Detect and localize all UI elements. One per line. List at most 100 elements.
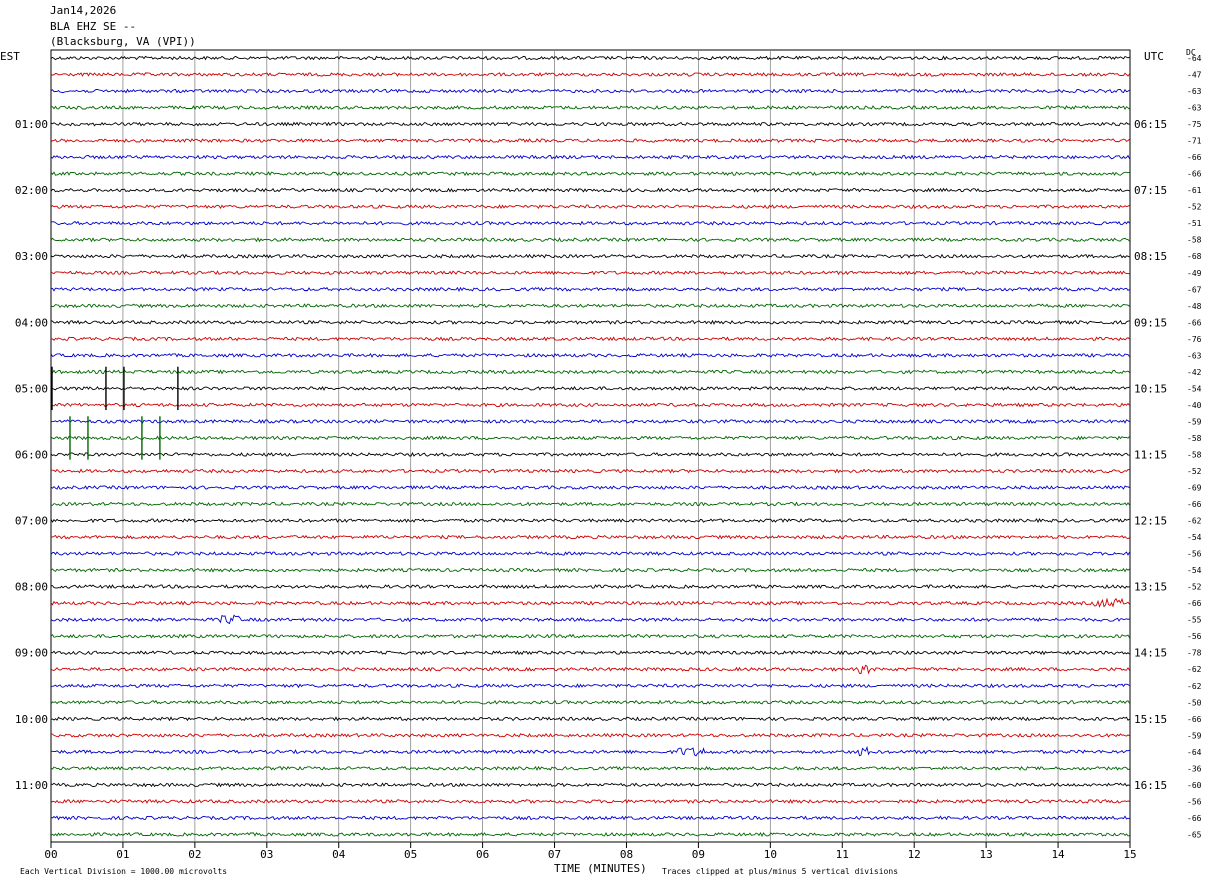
seismic-trace bbox=[50, 501, 1130, 507]
seismic-trace bbox=[50, 798, 1130, 804]
seismic-trace bbox=[50, 220, 1130, 226]
dc-offset-label: -58 bbox=[1187, 236, 1202, 245]
left-hour-label: 01:00 bbox=[15, 118, 48, 131]
footer-clip-note: Traces clipped at plus/minus 5 vertical … bbox=[662, 867, 899, 876]
x-tick-label: 00 bbox=[44, 848, 57, 861]
seismic-trace bbox=[50, 237, 1130, 243]
dc-offset-label: -56 bbox=[1187, 550, 1202, 559]
x-tick-label: 02 bbox=[188, 848, 201, 861]
x-tick-label: 01 bbox=[116, 848, 129, 861]
dc-label: DC bbox=[1186, 48, 1196, 57]
seismic-trace bbox=[50, 352, 1130, 358]
dc-offset-label: -40 bbox=[1187, 401, 1202, 410]
dc-offset-label: -68 bbox=[1187, 252, 1202, 261]
left-hour-label: 06:00 bbox=[15, 448, 48, 461]
seismic-trace bbox=[51, 468, 1130, 474]
x-tick-label: 13 bbox=[980, 848, 993, 861]
dc-offset-label: -51 bbox=[1187, 219, 1202, 228]
dc-offset-label: -56 bbox=[1187, 797, 1202, 806]
dc-offset-label: -64 bbox=[1187, 54, 1202, 63]
seismic-trace bbox=[50, 385, 1130, 391]
seismic-trace bbox=[50, 253, 1130, 259]
seismic-trace bbox=[50, 584, 1130, 590]
dc-offset-label: -66 bbox=[1187, 500, 1202, 509]
dc-offset-label: -52 bbox=[1187, 203, 1202, 212]
x-tick-label: 14 bbox=[1051, 848, 1065, 861]
dc-offset-label: -62 bbox=[1187, 682, 1202, 691]
dc-offset-label: -66 bbox=[1187, 170, 1202, 179]
dc-offset-label: -59 bbox=[1187, 731, 1202, 740]
x-tick-label: 07 bbox=[548, 848, 561, 861]
dc-offset-label: -50 bbox=[1187, 698, 1202, 707]
seismic-trace bbox=[50, 121, 1130, 127]
seismic-trace bbox=[50, 204, 1130, 210]
dc-offset-label: -76 bbox=[1187, 335, 1202, 344]
right-hour-label: 16:15 bbox=[1134, 779, 1167, 792]
seismic-trace bbox=[50, 303, 1130, 309]
plot-frame bbox=[50, 49, 1131, 843]
left-hour-label: 04:00 bbox=[15, 316, 48, 329]
seismic-trace bbox=[50, 138, 1130, 144]
dc-offset-label: -56 bbox=[1187, 632, 1202, 641]
seismic-trace bbox=[50, 286, 1130, 292]
x-tick-label: 15 bbox=[1123, 848, 1136, 861]
x-tick-label: 12 bbox=[908, 848, 921, 861]
dc-offset-label: -63 bbox=[1187, 351, 1202, 360]
x-tick-label: 10 bbox=[764, 848, 777, 861]
dc-offset-label: -64 bbox=[1187, 748, 1202, 757]
seismic-trace bbox=[50, 732, 1130, 738]
seismic-trace bbox=[50, 831, 1130, 838]
dc-offset-label: -55 bbox=[1187, 616, 1202, 625]
seismic-trace bbox=[50, 72, 1130, 78]
seismic-trace bbox=[50, 319, 1130, 325]
right-hour-label: 15:15 bbox=[1134, 713, 1167, 726]
dc-offset-label: -42 bbox=[1187, 368, 1202, 377]
dc-offset-label: -66 bbox=[1187, 318, 1202, 327]
left-hour-label: 09:00 bbox=[15, 647, 48, 660]
seismic-trace bbox=[50, 88, 1130, 94]
left-hour-label: 07:00 bbox=[15, 515, 48, 528]
seismic-trace bbox=[50, 716, 1130, 722]
seismic-trace bbox=[50, 815, 1130, 821]
dc-offset-label: -66 bbox=[1187, 715, 1202, 724]
seismic-trace bbox=[50, 782, 1130, 788]
seismic-trace bbox=[50, 597, 1130, 608]
dc-offset-label: -58 bbox=[1187, 450, 1202, 459]
dc-offset-label: -52 bbox=[1187, 467, 1202, 476]
dc-offset-label: -48 bbox=[1187, 302, 1202, 311]
right-hour-label: 13:15 bbox=[1134, 581, 1167, 594]
seismic-trace bbox=[50, 418, 1130, 424]
plot-date: Jan14,2026 bbox=[50, 4, 117, 17]
station-location: (Blacksburg, VA (VPI)) bbox=[50, 35, 196, 48]
dc-offset-label: -54 bbox=[1187, 566, 1202, 575]
dc-offset-label: -49 bbox=[1187, 269, 1202, 278]
x-tick-label: 04 bbox=[332, 848, 346, 861]
x-tick-label: 08 bbox=[620, 848, 633, 861]
seismic-trace bbox=[50, 187, 1130, 193]
x-tick-label: 06 bbox=[476, 848, 489, 861]
x-tick-label: 09 bbox=[692, 848, 705, 861]
seismic-trace bbox=[50, 270, 1130, 276]
dc-offset-label: -62 bbox=[1187, 517, 1202, 526]
x-tick-label: 11 bbox=[836, 848, 849, 861]
seismic-trace bbox=[50, 369, 1130, 375]
station-name: BLA EHZ SE -- bbox=[50, 20, 137, 33]
seismic-trace bbox=[50, 650, 1130, 656]
seismic-trace bbox=[50, 105, 1130, 111]
dc-offset-label: -67 bbox=[1187, 285, 1202, 294]
x-tick-label: 03 bbox=[260, 848, 273, 861]
left-hour-label: 11:00 bbox=[15, 779, 48, 792]
seismic-trace bbox=[50, 551, 1130, 557]
seismic-trace bbox=[51, 745, 1130, 757]
dc-offset-label: -78 bbox=[1187, 649, 1202, 658]
dc-offset-label: -66 bbox=[1187, 153, 1202, 162]
dc-offset-label: -52 bbox=[1187, 583, 1202, 592]
dc-offset-label: -66 bbox=[1187, 814, 1202, 823]
seismic-trace bbox=[50, 614, 1130, 625]
left-hour-label: 02:00 bbox=[15, 184, 48, 197]
dc-offset-label: -54 bbox=[1187, 384, 1202, 393]
right-hour-label: 07:15 bbox=[1134, 184, 1167, 197]
right-timezone-label: UTC bbox=[1144, 50, 1164, 63]
seismic-trace bbox=[50, 699, 1130, 705]
